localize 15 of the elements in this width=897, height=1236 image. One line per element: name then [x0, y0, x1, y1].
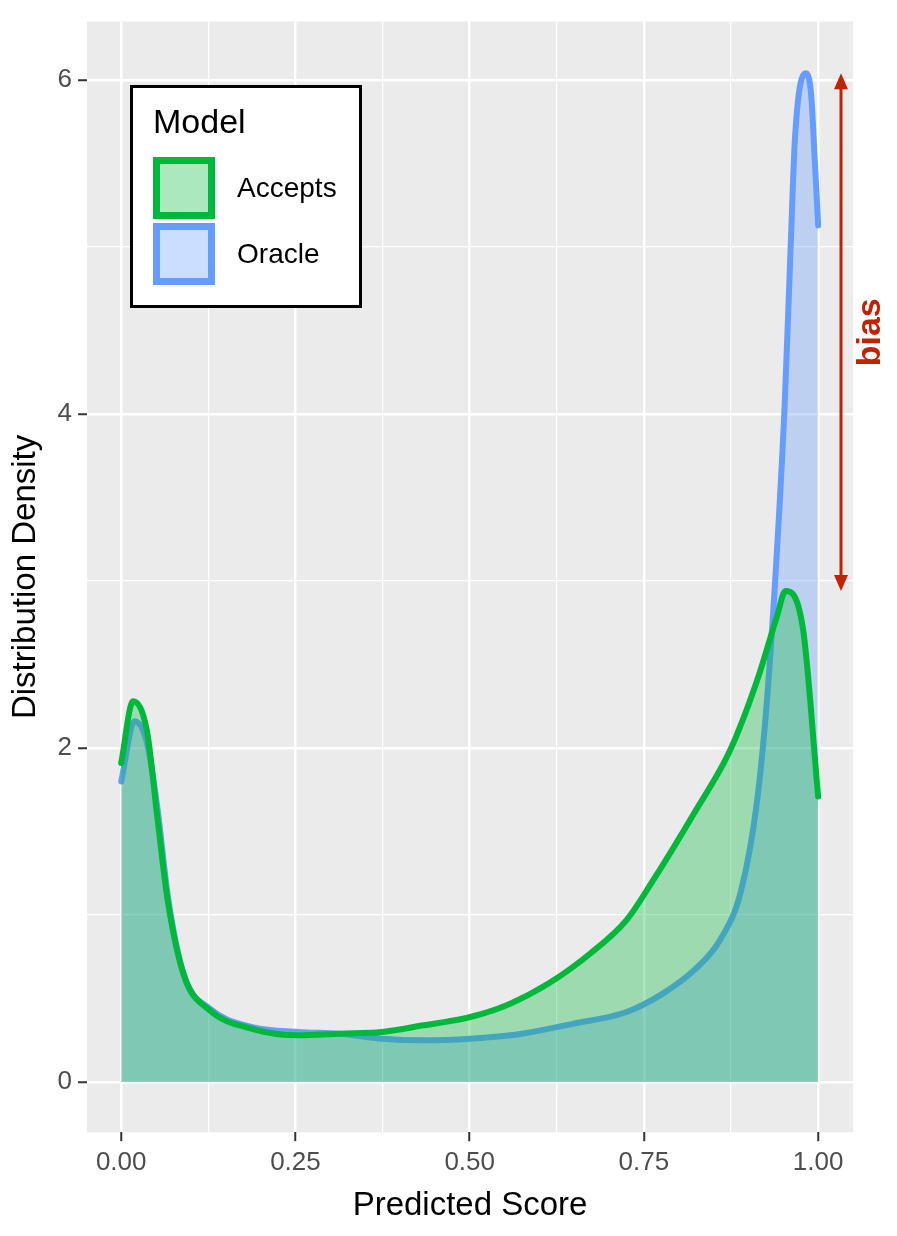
legend-title: Model — [153, 101, 247, 141]
annotation: bias — [849, 298, 888, 367]
y-tick-label: 4 — [57, 397, 73, 428]
y-tick-label: 2 — [57, 731, 73, 762]
y-tick-label: 0 — [57, 1065, 73, 1096]
x-tick-label: 0.50 — [444, 1145, 495, 1176]
x-tick-label: 0.00 — [95, 1145, 147, 1176]
x-tick-label: 1.00 — [792, 1145, 844, 1176]
x-tick-label: 0.75 — [618, 1145, 670, 1176]
x-axis-title: Predicted Score — [352, 1185, 588, 1223]
x-tick-label: 0.25 — [270, 1145, 321, 1176]
legend-label: Oracle — [237, 237, 320, 270]
legend-label: Accepts — [237, 171, 337, 204]
y-axis-title: Distribution Density — [4, 434, 42, 720]
y-tick-label: 6 — [57, 63, 73, 94]
